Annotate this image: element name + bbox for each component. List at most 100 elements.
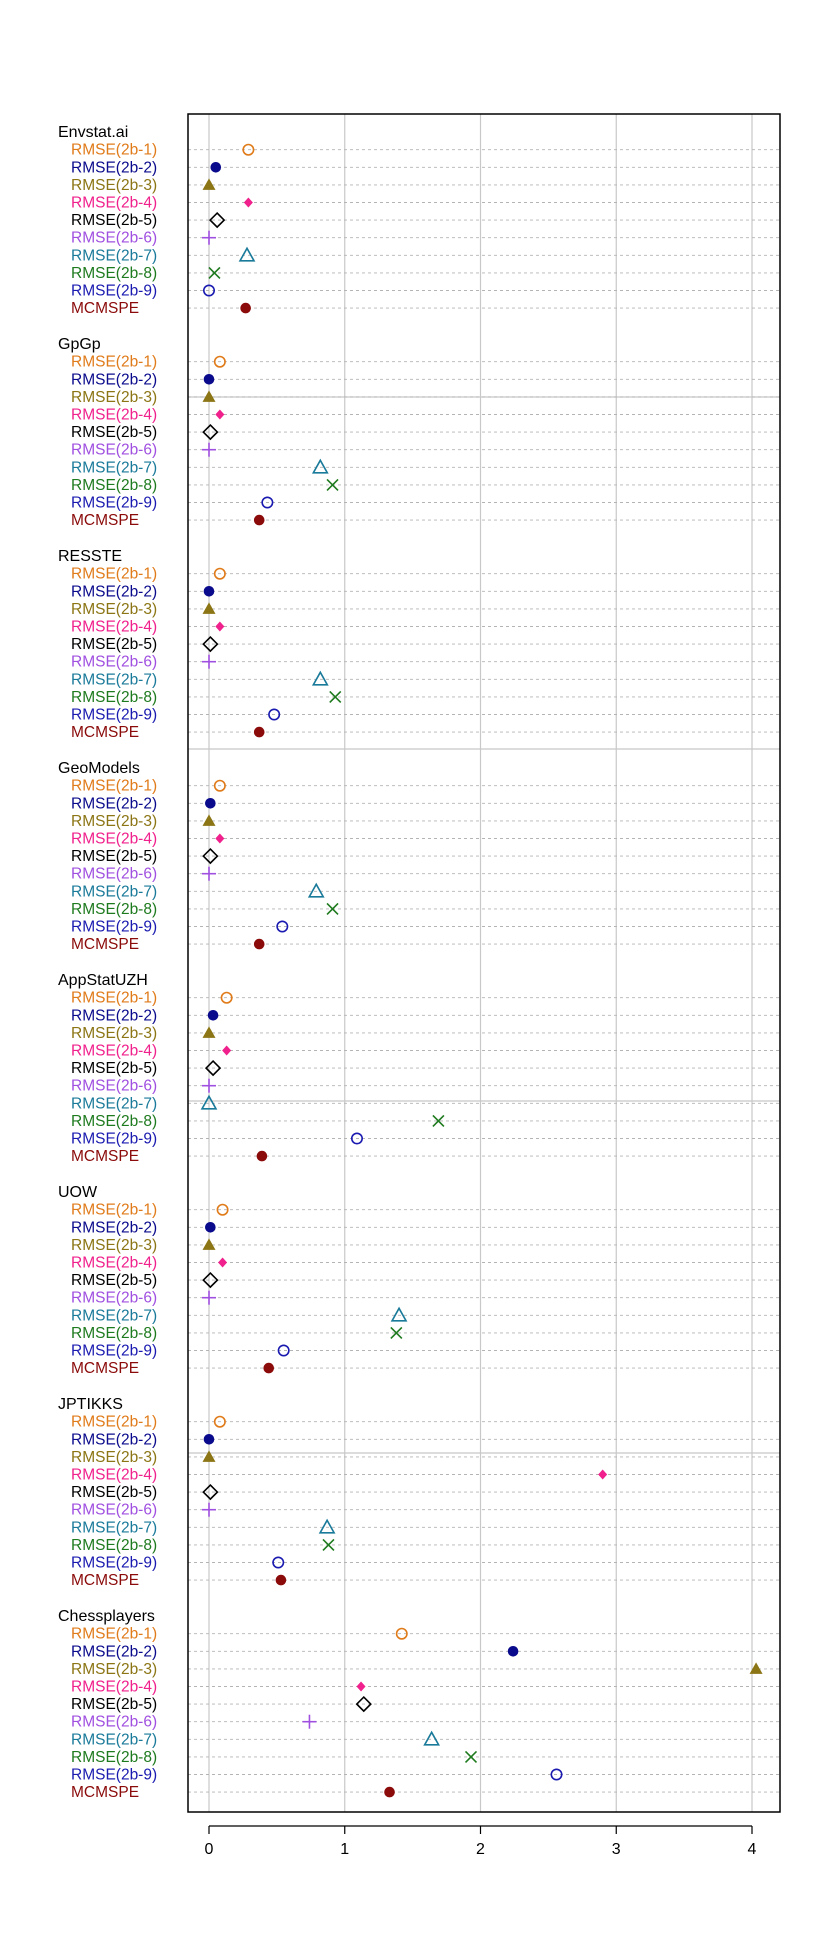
plot-frame bbox=[187, 113, 781, 1813]
metric-label: RMSE(2b-3) bbox=[71, 813, 157, 830]
point-appstatuzh-mcmspe bbox=[256, 1150, 268, 1162]
point-envstat-ai-rmse-2b-5- bbox=[209, 211, 226, 229]
metric-label: MCMSPE bbox=[71, 1572, 139, 1589]
metric-label: RMSE(2b-1) bbox=[71, 1202, 157, 1219]
x-tick-label: 1 bbox=[340, 1841, 349, 1858]
metric-label: RMSE(2b-1) bbox=[71, 566, 157, 583]
point-envstat-ai-mcmspe bbox=[240, 302, 251, 314]
point-gpgp-rmse-2b-2- bbox=[203, 374, 215, 385]
point-resste-rmse-2b-6- bbox=[202, 654, 216, 669]
metric-label: RMSE(2b-8) bbox=[71, 1749, 157, 1766]
metric-label: RMSE(2b-2) bbox=[71, 159, 157, 176]
metric-label: RMSE(2b-1) bbox=[71, 990, 157, 1007]
metric-label: MCMSPE bbox=[71, 300, 139, 317]
point-uow-rmse-2b-9- bbox=[277, 1344, 290, 1357]
metric-label: MCMSPE bbox=[71, 512, 139, 529]
point-geomodels-rmse-2b-6- bbox=[202, 866, 216, 881]
metric-label: RMSE(2b-9) bbox=[71, 1131, 157, 1148]
metric-label: RMSE(2b-4) bbox=[71, 195, 157, 212]
metric-label: RMSE(2b-5) bbox=[71, 1696, 157, 1713]
x-tick-label: 0 bbox=[205, 1841, 214, 1858]
metric-label: RMSE(2b-8) bbox=[71, 265, 157, 282]
metric-label: RMSE(2b-8) bbox=[71, 1113, 157, 1130]
metric-label: RMSE(2b-3) bbox=[71, 1661, 157, 1678]
group-label: RESSTE bbox=[58, 548, 122, 565]
x-tick-label: 2 bbox=[476, 1841, 485, 1858]
group-label: Chessplayers bbox=[58, 1608, 155, 1625]
point-resste-mcmspe bbox=[253, 726, 265, 738]
point-envstat-ai-rmse-2b-9- bbox=[203, 284, 216, 297]
grid-layer bbox=[188, 114, 780, 1812]
metric-label: RMSE(2b-5) bbox=[71, 1060, 157, 1077]
point-uow-rmse-2b-2- bbox=[205, 1222, 216, 1233]
point-gpgp-mcmspe bbox=[253, 514, 265, 526]
point-appstatuzh-rmse-2b-2- bbox=[207, 1010, 219, 1021]
group-label: Envstat.ai bbox=[58, 124, 128, 141]
point-appstatuzh-rmse-2b-3- bbox=[202, 1026, 216, 1038]
point-chessplayers-rmse-2b-9- bbox=[550, 1768, 563, 1781]
metric-label: RMSE(2b-8) bbox=[71, 477, 157, 494]
metric-label: RMSE(2b-6) bbox=[71, 1714, 157, 1731]
group-label: GpGp bbox=[58, 336, 101, 353]
point-gpgp-rmse-2b-1- bbox=[213, 355, 226, 368]
metric-label: RMSE(2b-5) bbox=[71, 1484, 157, 1501]
point-jptikks-rmse-2b-1- bbox=[213, 1415, 226, 1428]
metric-label: RMSE(2b-3) bbox=[71, 1025, 157, 1042]
point-chessplayers-rmse-2b-1- bbox=[395, 1627, 408, 1640]
group-label: JPTIKKS bbox=[58, 1396, 123, 1413]
metric-label: RMSE(2b-1) bbox=[71, 778, 157, 795]
point-appstatuzh-rmse-2b-7- bbox=[200, 1094, 218, 1110]
metric-label: RMSE(2b-1) bbox=[71, 1626, 157, 1643]
label-layer: Envstat.aiRMSE(2b-1)RMSE(2b-2)RMSE(2b-3)… bbox=[58, 124, 157, 1801]
point-uow-rmse-2b-6- bbox=[202, 1290, 216, 1305]
point-uow-rmse-2b-5- bbox=[202, 1271, 219, 1289]
point-geomodels-rmse-2b-5- bbox=[202, 847, 219, 865]
metric-label: MCMSPE bbox=[71, 1784, 139, 1801]
metric-label: RMSE(2b-9) bbox=[71, 1555, 157, 1572]
point-envstat-ai-rmse-2b-6- bbox=[202, 230, 216, 245]
metric-label: RMSE(2b-4) bbox=[71, 831, 157, 848]
point-resste-rmse-2b-7- bbox=[311, 670, 329, 686]
x-tick-label: 3 bbox=[612, 1841, 621, 1858]
group-label: GeoModels bbox=[58, 760, 140, 777]
point-chessplayers-mcmspe bbox=[384, 1786, 395, 1798]
point-geomodels-rmse-2b-4- bbox=[215, 833, 225, 844]
point-uow-rmse-2b-4- bbox=[218, 1257, 228, 1268]
metric-label: RMSE(2b-5) bbox=[71, 848, 157, 865]
metric-label: RMSE(2b-3) bbox=[71, 601, 157, 618]
point-jptikks-rmse-2b-2- bbox=[203, 1434, 215, 1445]
metric-label: RMSE(2b-5) bbox=[71, 424, 157, 441]
point-chessplayers-rmse-2b-6- bbox=[302, 1714, 317, 1729]
point-chessplayers-rmse-2b-5- bbox=[355, 1695, 372, 1713]
metric-label: RMSE(2b-4) bbox=[71, 407, 157, 424]
metric-label: MCMSPE bbox=[71, 1148, 139, 1165]
metric-label: RMSE(2b-9) bbox=[71, 283, 157, 300]
metric-label: MCMSPE bbox=[71, 1360, 139, 1377]
point-geomodels-rmse-2b-8- bbox=[326, 902, 339, 915]
metric-label: RMSE(2b-7) bbox=[71, 1307, 157, 1324]
metric-label: RMSE(2b-6) bbox=[71, 1290, 157, 1307]
metric-label: RMSE(2b-4) bbox=[71, 1043, 157, 1060]
point-appstatuzh-rmse-2b-9- bbox=[350, 1132, 363, 1145]
point-appstatuzh-rmse-2b-8- bbox=[432, 1114, 445, 1127]
metric-label: RMSE(2b-6) bbox=[71, 1502, 157, 1519]
metric-label: RMSE(2b-2) bbox=[71, 1643, 157, 1660]
metric-label: RMSE(2b-7) bbox=[71, 247, 157, 264]
point-appstatuzh-rmse-2b-5- bbox=[204, 1059, 222, 1077]
point-jptikks-mcmspe bbox=[275, 1574, 287, 1586]
metric-label: RMSE(2b-9) bbox=[71, 1767, 157, 1784]
point-uow-rmse-2b-1- bbox=[216, 1203, 229, 1216]
metric-label: RMSE(2b-9) bbox=[71, 707, 157, 724]
point-jptikks-rmse-2b-8- bbox=[322, 1538, 335, 1551]
metric-label: RMSE(2b-1) bbox=[71, 1414, 157, 1431]
point-envstat-ai-rmse-2b-1- bbox=[242, 143, 255, 156]
group-label: AppStatUZH bbox=[58, 972, 148, 989]
point-uow-mcmspe bbox=[263, 1362, 275, 1374]
point-geomodels-rmse-2b-3- bbox=[202, 814, 216, 826]
metric-label: RMSE(2b-7) bbox=[71, 459, 157, 476]
point-envstat-ai-rmse-2b-7- bbox=[238, 246, 256, 262]
metric-label: RMSE(2b-1) bbox=[71, 142, 157, 159]
metric-label: RMSE(2b-7) bbox=[71, 1731, 157, 1748]
metric-label: RMSE(2b-3) bbox=[71, 389, 157, 406]
point-uow-rmse-2b-3- bbox=[202, 1238, 216, 1250]
